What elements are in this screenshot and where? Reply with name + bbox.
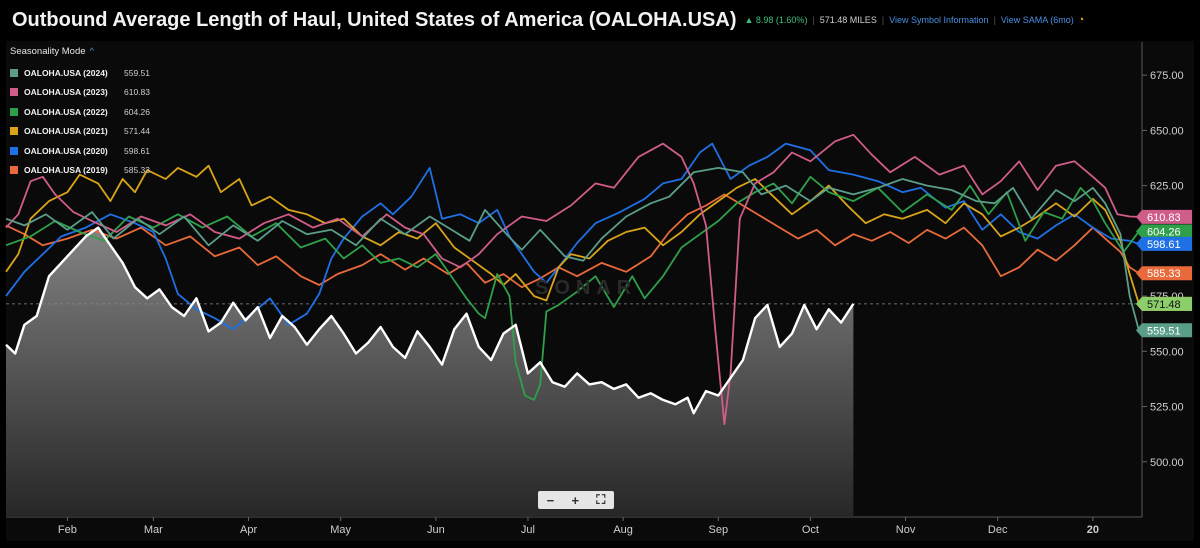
x-tick-label: Sep <box>709 524 729 536</box>
change-value: 8.98 (1.60%) <box>755 15 808 25</box>
zoom-in-button[interactable]: + <box>571 492 580 508</box>
legend-value: 604.26 <box>124 106 150 117</box>
pie-chart-icon[interactable]: ◔ <box>1077 14 1085 26</box>
last-value: 571.48 MILES <box>819 15 877 25</box>
value-tag: 585.33 <box>1136 266 1192 281</box>
legend-swatch <box>10 88 18 97</box>
y-tick-label: 675.00 <box>1150 70 1184 82</box>
value-tag-label: 610.83 <box>1147 212 1181 224</box>
chevron-up-icon: ^ <box>89 46 94 57</box>
legend-name: OALOHA.USA (2020) <box>24 145 108 156</box>
legend-name: OALOHA.USA (2022) <box>24 106 108 117</box>
value-tag-bg <box>1136 323 1192 338</box>
legend-value: 610.83 <box>124 87 150 98</box>
header-bar: Outbound Average Length of Haul, United … <box>0 0 1200 40</box>
series-line <box>5 133 1139 426</box>
x-tick-label: Dec <box>988 524 1008 536</box>
legend-value: 598.61 <box>124 145 150 156</box>
legend: Seasonality Mode ^ OALOHA.USA (2024) 559.5… <box>10 46 180 180</box>
value-tag: 604.26 <box>1136 224 1192 239</box>
value-tag-bg <box>1136 236 1192 251</box>
x-tick-label: Feb <box>58 524 77 536</box>
legend-value: 571.44 <box>124 126 150 137</box>
legend-name: OALOHA.USA (2019) <box>24 165 108 176</box>
series-line <box>5 164 1140 305</box>
legend-name: OALOHA.USA (2023) <box>24 87 108 98</box>
x-tick-label: Oct <box>802 524 819 536</box>
sonar-watermark: SONAR <box>535 277 638 299</box>
series-line <box>5 226 855 415</box>
legend-item[interactable]: OALOHA.USA (2024) 559.51 <box>10 63 180 83</box>
legend-swatch <box>10 68 18 77</box>
x-tick-label: Mar <box>144 524 163 536</box>
value-tag-bg <box>1136 209 1192 224</box>
series-line <box>5 193 1140 289</box>
value-tag-label: 585.33 <box>1147 268 1181 280</box>
x-tick-label: May <box>330 524 351 536</box>
series-line <box>5 167 1140 331</box>
value-tag-label: 598.61 <box>1147 239 1181 251</box>
value-tag-label: 571.48 <box>1147 299 1181 311</box>
legend-swatch <box>10 166 18 175</box>
legend-swatch <box>10 107 18 116</box>
x-tick-label: Jul <box>521 524 535 536</box>
zoom-controls: − + ⛶ <box>538 491 614 509</box>
value-tag-bg <box>1136 266 1192 281</box>
series-line <box>5 175 1140 401</box>
value-tag: 598.61 <box>1136 236 1192 251</box>
divider: | <box>881 15 885 25</box>
seasonality-mode-toggle[interactable]: Seasonality Mode ^ <box>10 46 180 57</box>
page-title: Outbound Average Length of Haul, United … <box>12 8 737 31</box>
legend-item[interactable]: OALOHA.USA (2019) 585.33 <box>10 161 180 181</box>
up-arrow-icon: ▲ <box>744 15 756 25</box>
legend-value: 559.51 <box>124 67 150 78</box>
value-tag-bg <box>1136 296 1192 311</box>
current-year-area <box>6 227 854 517</box>
y-tick-label: 625.00 <box>1150 181 1184 193</box>
legend-name: OALOHA.USA (2024) <box>24 67 108 78</box>
x-tick-label: Apr <box>240 524 257 536</box>
y-tick-label: 500.00 <box>1150 457 1184 469</box>
legend-name: OALOHA.USA (2021) <box>24 126 108 137</box>
legend-item[interactable]: OALOHA.USA (2023) 610.83 <box>10 83 180 103</box>
zoom-out-button[interactable]: − <box>546 492 555 508</box>
x-tick-label: Nov <box>896 524 916 536</box>
value-tag: 559.51 <box>1136 323 1192 338</box>
view-symbol-info-link[interactable]: View Symbol Information <box>889 15 989 25</box>
fit-screen-icon[interactable]: ⛶ <box>596 492 606 507</box>
legend-item[interactable]: OALOHA.USA (2020) 598.61 <box>10 141 180 161</box>
view-sama-link[interactable]: View SAMA (6mo) <box>1000 15 1074 25</box>
value-tag-bg <box>1136 224 1192 239</box>
legend-swatch <box>10 146 18 155</box>
legend-value: 585.33 <box>124 165 150 176</box>
y-tick-label: 650.00 <box>1150 125 1184 137</box>
value-tag-label: 559.51 <box>1147 325 1181 337</box>
y-tick-label: 550.00 <box>1150 346 1184 358</box>
value-tag: 610.83 <box>1136 209 1192 224</box>
x-tick-label: Aug <box>613 524 633 536</box>
x-tick-label: Jun <box>427 524 445 536</box>
x-tick-label: 20 <box>1087 524 1099 536</box>
legend-item[interactable]: OALOHA.USA (2022) 604.26 <box>10 102 180 122</box>
divider: | <box>812 15 815 25</box>
divider: | <box>993 15 996 25</box>
y-tick-label: 525.00 <box>1150 402 1184 414</box>
legend-item[interactable]: OALOHA.USA (2021) 571.44 <box>10 122 180 142</box>
value-tag-label: 604.26 <box>1147 226 1181 238</box>
seasonality-mode-label: Seasonality Mode <box>10 46 86 57</box>
value-tag: 571.48 <box>1136 296 1192 311</box>
legend-swatch <box>10 127 18 136</box>
